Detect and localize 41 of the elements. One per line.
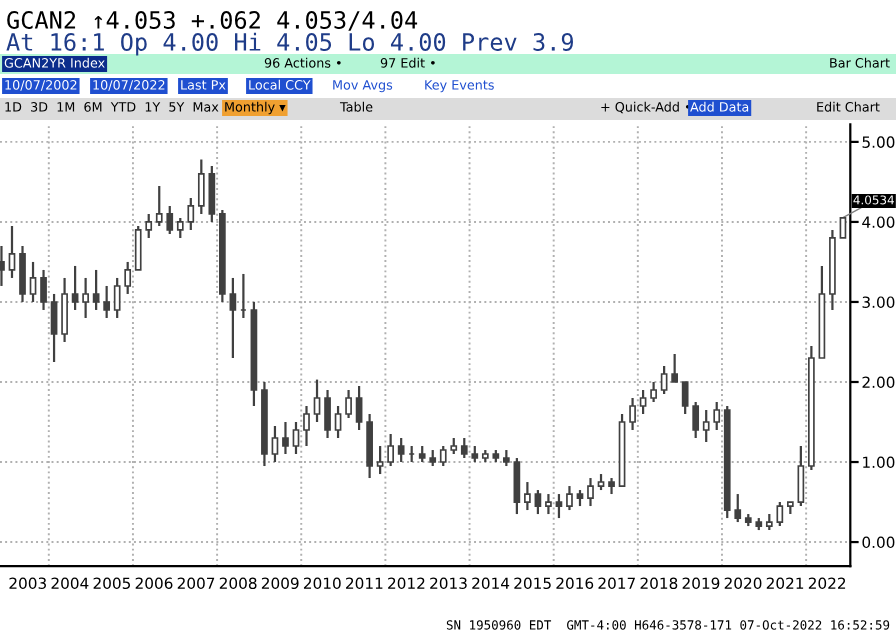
candlestick (797, 444, 805, 508)
candlestick (387, 432, 395, 468)
candlestick (103, 284, 111, 320)
candlestick (19, 244, 26, 304)
chart-title: GCAN2 ↑4.053 +.062 4.053/4.04 (7, 11, 418, 31)
candlestick (313, 378, 321, 424)
candlestick (555, 492, 563, 520)
candlestick (282, 420, 289, 456)
candlestick (629, 396, 636, 432)
candlestick (92, 268, 100, 312)
candlestick (345, 388, 352, 420)
candlestick (839, 217, 847, 239)
chart-subtitle: At 16:1 Op 4.00 Hi 4.05 Lo 4.00 Prev 3.9 (6, 32, 573, 56)
candlestick (303, 404, 310, 448)
candlestick (271, 424, 279, 464)
candlestick (0, 244, 5, 288)
candlestick (292, 420, 300, 456)
candlestick (334, 404, 342, 440)
candlestick (660, 364, 668, 396)
candlestick (40, 268, 47, 312)
candlestick (229, 276, 237, 360)
candlestick (650, 380, 657, 404)
candlestick (71, 264, 79, 312)
candlestick (639, 388, 647, 416)
candlestick (524, 480, 531, 512)
candlestick (355, 384, 363, 432)
candlestick (376, 444, 384, 476)
candlestick (50, 292, 58, 364)
candlestick (324, 388, 331, 440)
candlestick (671, 352, 679, 384)
candlestick (82, 276, 89, 320)
candlestick (29, 260, 37, 304)
candlestick (534, 488, 542, 516)
candlestick (8, 224, 16, 280)
candlestick (566, 484, 573, 512)
candlestick (61, 276, 68, 344)
candlestick (513, 456, 521, 516)
candlestick (366, 412, 373, 480)
candlestick (545, 492, 552, 516)
candlestick (587, 476, 594, 508)
candlestick (397, 436, 405, 464)
